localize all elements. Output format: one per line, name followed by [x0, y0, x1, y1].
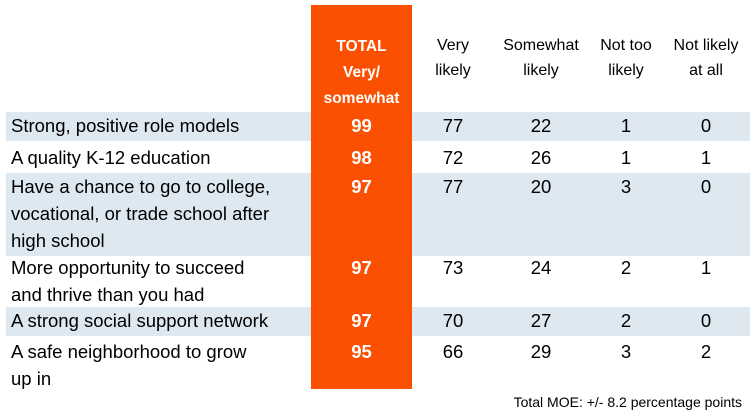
header-somewhat: Somewhat likely — [491, 33, 591, 83]
total-value: 99 — [351, 115, 372, 136]
row-label: Have a chance to go to college, vocationa… — [11, 173, 311, 254]
row-label: More opportunity to succeed and thrive th… — [11, 254, 311, 308]
header-notatall: Not likely at all — [656, 33, 754, 83]
header-line: Not too — [600, 37, 652, 54]
header-line: at all — [689, 62, 723, 79]
header-line: likely — [435, 62, 471, 79]
header-line: likely — [523, 62, 559, 79]
row-label-line: vocational, or trade school after — [11, 203, 270, 224]
value-somewhat: 29 — [530, 341, 552, 362]
total-column-highlight — [311, 5, 412, 389]
row-label-line: high school — [11, 230, 105, 251]
row-label-line: Strong, positive role models — [11, 115, 240, 136]
header-line: likely — [608, 62, 644, 79]
value-nottoo: 2 — [620, 310, 632, 331]
row-label-line: up in — [11, 368, 52, 389]
header-total: TOTAL Very/somewhat — [311, 34, 412, 112]
value-very: 72 — [442, 147, 464, 168]
value-notatall: 0 — [700, 310, 712, 331]
value-nottoo: 1 — [620, 147, 632, 168]
row-label-line: and thrive than you had — [11, 284, 205, 305]
total-value: 98 — [351, 147, 372, 168]
value-notatall: 2 — [700, 341, 712, 362]
header-total-line: TOTAL — [336, 38, 387, 55]
value-very: 70 — [442, 310, 464, 331]
value-very: 77 — [442, 176, 464, 197]
value-very: 77 — [442, 115, 464, 136]
value-nottoo: 3 — [620, 341, 632, 362]
row-label: A safe neighborhood to grow up in — [11, 338, 311, 392]
total-value: 97 — [351, 176, 372, 197]
header-line: Not likely — [673, 37, 739, 54]
value-somewhat: 27 — [530, 310, 552, 331]
value-somewhat: 20 — [530, 176, 552, 197]
moe-footnote: Total MOE: +/- 8.2 percentage points — [513, 394, 742, 410]
total-value: 97 — [351, 257, 372, 278]
header-line: Very — [436, 37, 469, 54]
value-somewhat: 26 — [530, 147, 552, 168]
value-somewhat: 22 — [530, 115, 552, 136]
value-very: 73 — [442, 257, 464, 278]
value-nottoo: 2 — [620, 257, 632, 278]
value-notatall: 1 — [700, 257, 712, 278]
row-label-line: Have a chance to go to college, — [11, 176, 271, 197]
value-notatall: 0 — [700, 115, 712, 136]
value-very: 66 — [442, 341, 464, 362]
header-total-line: somewhat — [323, 90, 400, 107]
row-label: Strong, positive role models — [11, 112, 311, 139]
total-value: 97 — [351, 310, 372, 331]
total-value: 95 — [351, 341, 372, 362]
row-label-line: A strong social support network — [11, 310, 269, 331]
value-somewhat: 24 — [530, 257, 552, 278]
header-nottoo: Not too likely — [576, 33, 676, 83]
row-label-line: A safe neighborhood to grow — [11, 341, 247, 362]
row-label: A quality K-12 education — [11, 144, 311, 171]
value-nottoo: 1 — [620, 115, 632, 136]
row-label-line: More opportunity to succeed — [11, 257, 245, 278]
row-label-line: A quality K-12 education — [11, 147, 211, 168]
value-nottoo: 3 — [620, 176, 632, 197]
row-label: A strong social support network — [11, 307, 311, 334]
header-total-line: Very/ — [342, 64, 381, 81]
header-line: Somewhat — [503, 37, 579, 54]
value-notatall: 1 — [700, 147, 712, 168]
header-very: Very likely — [403, 33, 503, 83]
value-notatall: 0 — [700, 176, 712, 197]
